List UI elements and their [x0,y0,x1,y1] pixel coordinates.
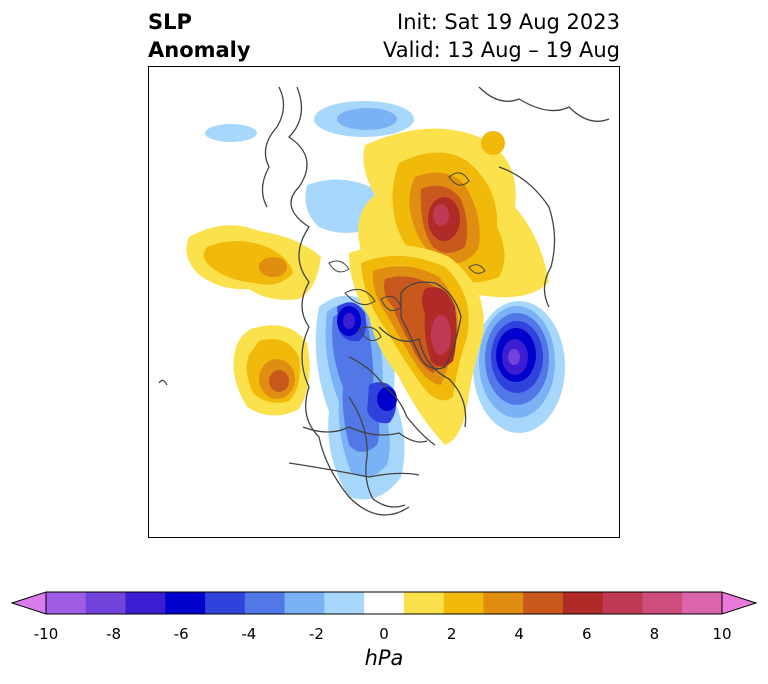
pacific-weak-low [205,124,257,142]
colorbar-segment [642,592,683,614]
colorbar-segment [602,592,643,614]
colorbar-tick-label: 10 [712,625,732,643]
siberia-low [314,101,414,137]
title-line-2: Anomaly [148,38,251,62]
colorbar-tick-label: -6 [173,625,189,643]
map-canvas [158,86,610,516]
arctic-islands [328,172,486,342]
colorbar-segment [523,592,564,614]
colorbar-segment [284,592,325,614]
colorbar-segment [443,592,484,614]
colorbar-segment [324,592,365,614]
valid-dates: Valid: 13 Aug – 19 Aug [382,38,620,62]
colorbar-segment [46,592,87,614]
colorbar-segment [125,592,166,614]
colorbar-tick-label: -2 [308,625,324,643]
colorbar-tick-label: 6 [582,625,592,643]
colorbar-segment [483,592,524,614]
colorbar-outline [45,591,723,615]
colorbar-tick-label: -8 [106,625,122,643]
colorbar-tick-label: 8 [649,625,660,643]
colorbar-segment [165,592,206,614]
colorbar-tick-label: 0 [379,625,389,643]
colorbar-segment [85,592,127,614]
slp-anomaly-map [148,66,620,538]
colorbar-segment [403,592,445,614]
colorbar-segment [562,592,604,614]
map-title: SLP Anomaly [148,8,251,64]
colorbar-segment [364,592,405,614]
northeast-pacific-high [233,325,310,416]
map-dates: Init: Sat 19 Aug 2023 Valid: 13 Aug – 19… [383,8,620,64]
colorbar-segments [46,592,723,614]
colorbar-tick-label: -4 [241,625,257,643]
colorbar-segment [682,592,723,614]
colorbar-segment [244,592,286,614]
coastlines [158,86,610,516]
colorbar-min-extension [10,591,47,615]
colorbar [10,591,758,615]
alaska-high [186,225,321,300]
colorbar-tick-label: 2 [446,625,457,643]
colorbar-tick-label: 4 [514,625,524,643]
init-date: Init: Sat 19 Aug 2023 [397,10,620,34]
colorbar-segment [205,592,246,614]
colorbar-tick-label: -10 [33,625,59,643]
colorbar-max-extension [721,591,758,615]
north-atlantic-low [473,301,565,433]
colorbar-unit: hPa [364,646,404,670]
title-line-1: SLP [148,10,192,34]
